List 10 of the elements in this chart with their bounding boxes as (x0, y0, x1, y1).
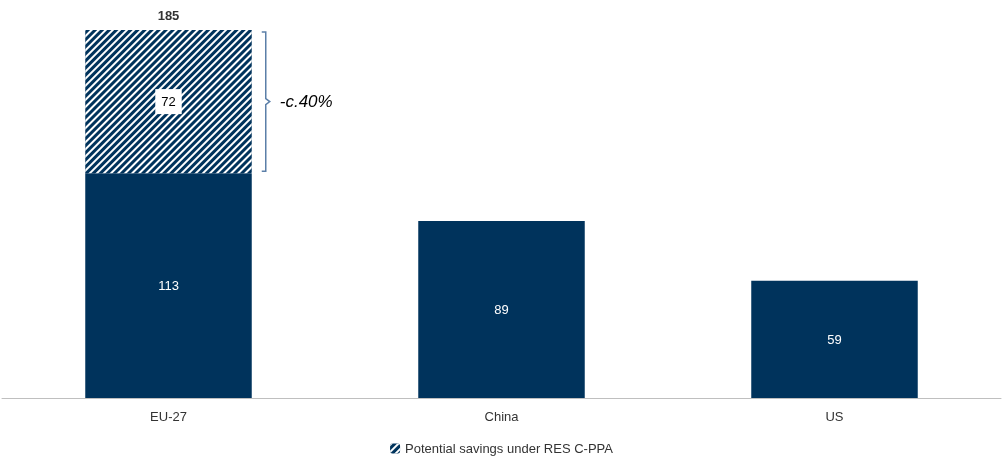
x-tick-label: China (484, 409, 520, 424)
data-label: 113 (158, 278, 179, 294)
legend-label: Potential savings under RES C-PPA (405, 441, 614, 456)
total-label: 185 (157, 8, 180, 23)
data-label: 89 (494, 301, 509, 317)
x-tick-label: EU-27 (150, 409, 187, 424)
annotation: -c.40% (279, 92, 333, 112)
data-label: 72 (161, 94, 176, 110)
x-tick-label: US (825, 409, 844, 424)
data-label: 59 (827, 331, 842, 347)
